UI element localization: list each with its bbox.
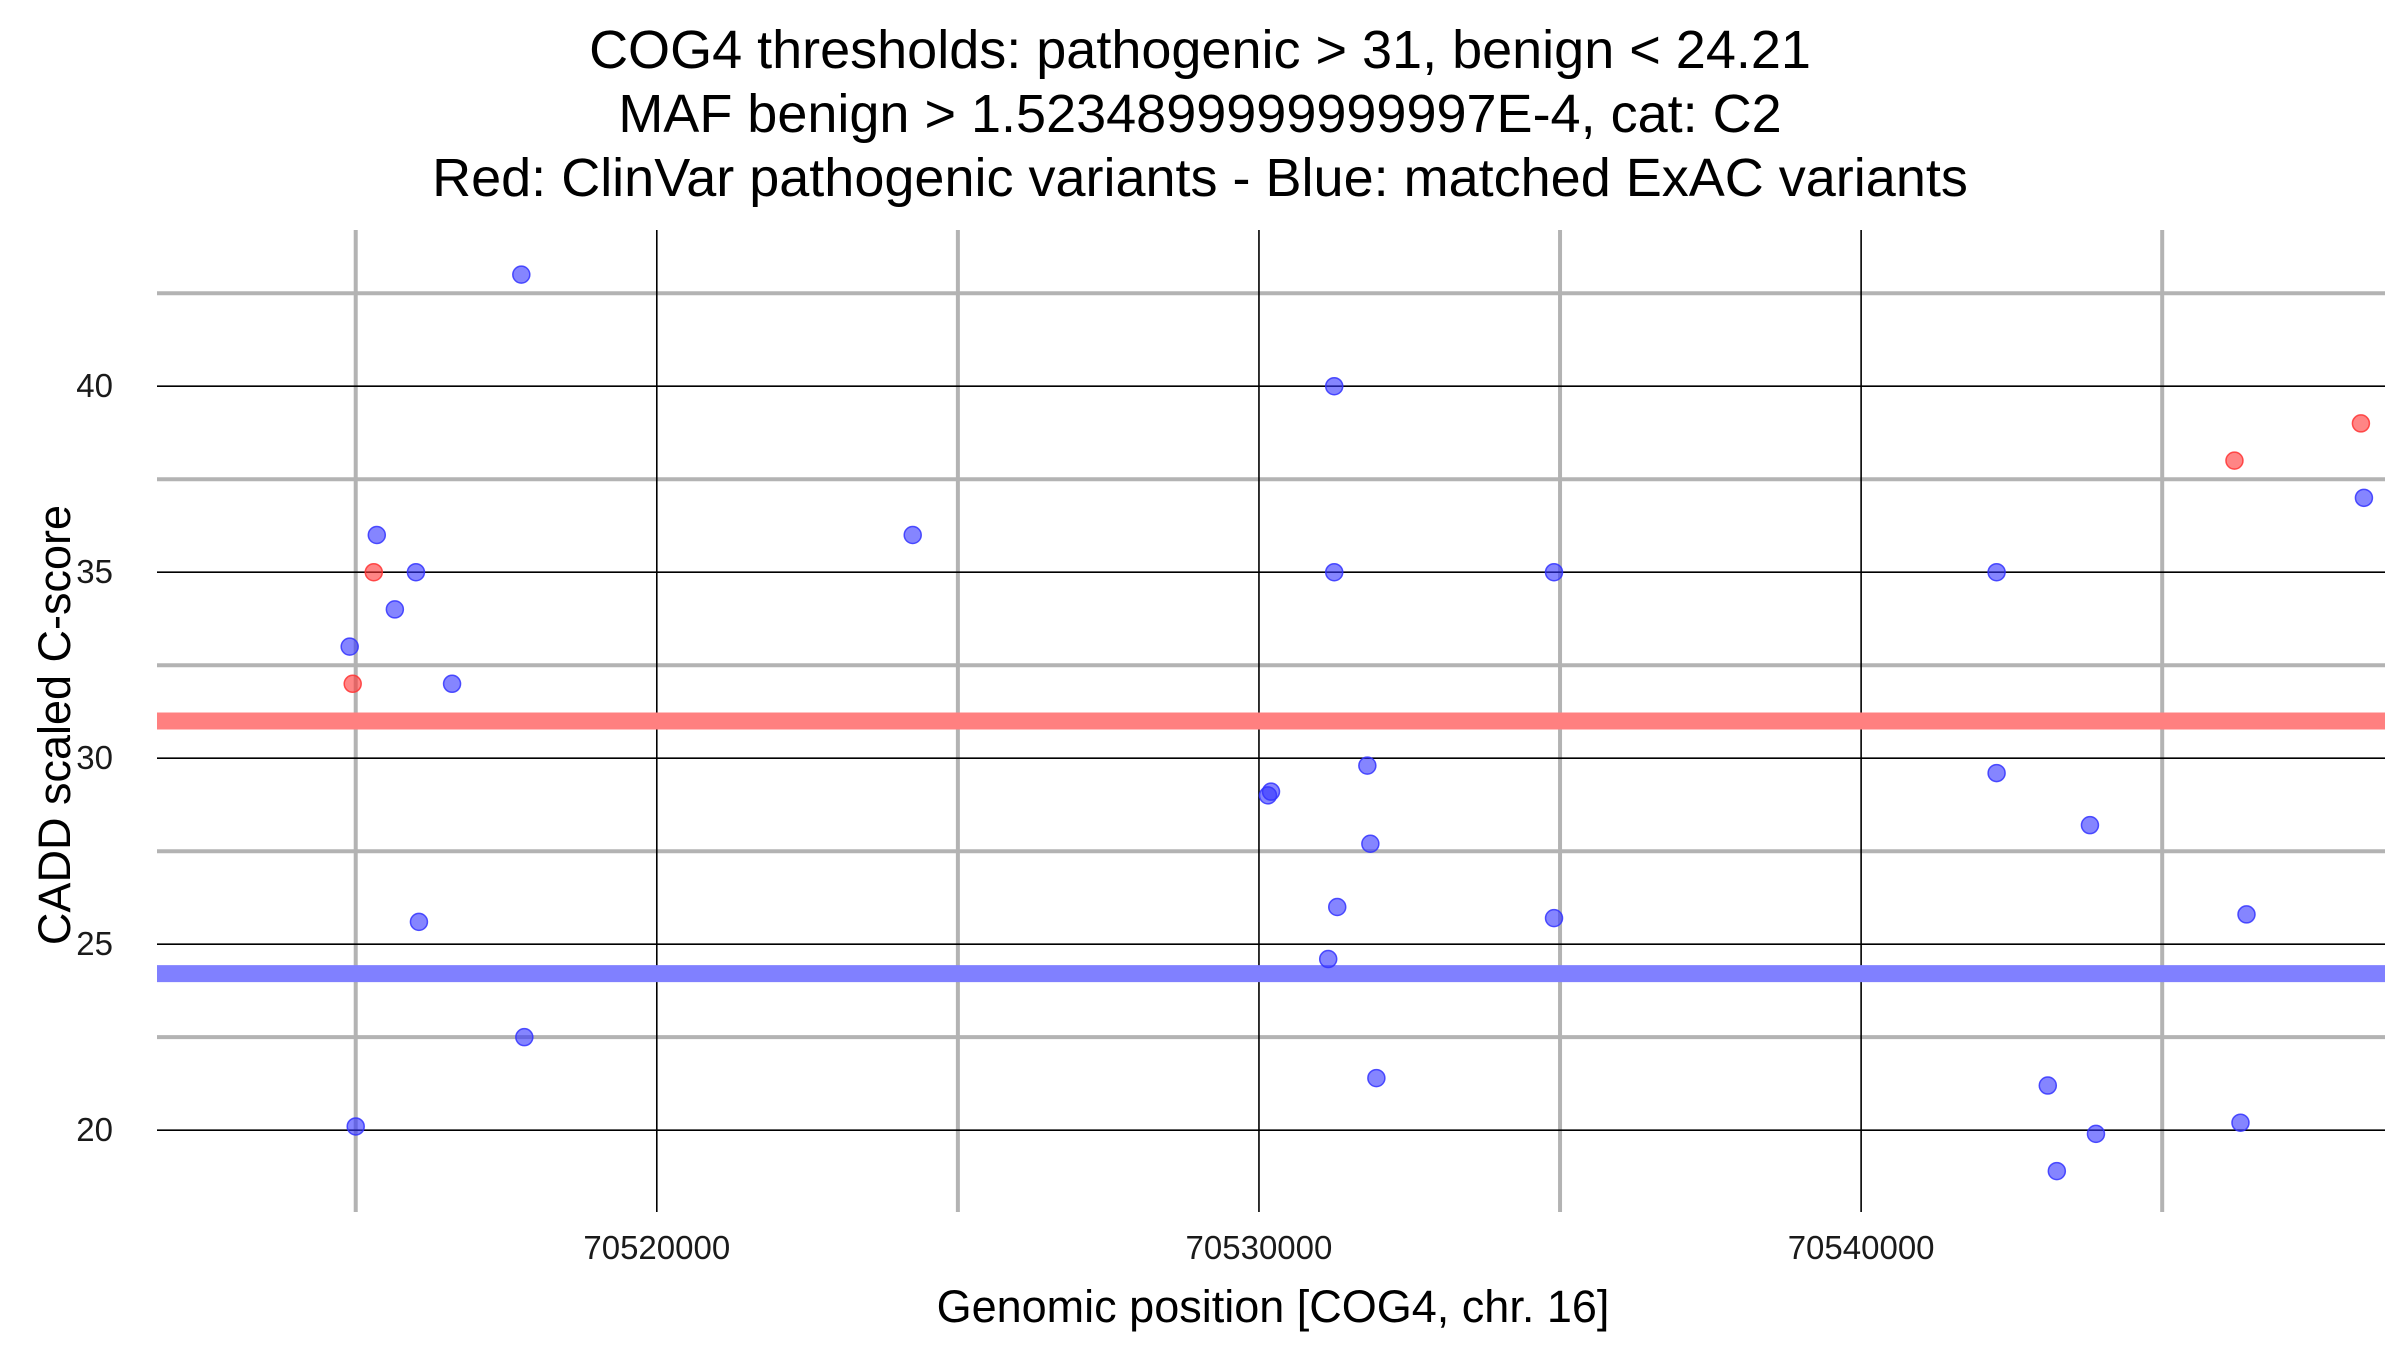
exac-point-16 — [1358, 756, 1377, 775]
x-axis-title: Genomic position [COG4, chr. 16] — [937, 1281, 1610, 1332]
clinvar-point-1 — [364, 562, 384, 582]
x-tick-label-2: 70540000 — [1788, 1229, 1935, 1266]
exac-point-1 — [346, 1117, 365, 1136]
exac-point-17 — [1361, 834, 1380, 853]
chart-title-line-1: COG4 thresholds: pathogenic > 31, benign… — [589, 20, 1811, 80]
x-axis-tick-labels: 70520000 70530000 70540000 — [583, 1229, 1934, 1266]
chart-title-line-2: MAF benign > 1.5234899999999997E-4, cat:… — [618, 84, 1782, 144]
chart-title-line-3: Red: ClinVar pathogenic variants - Blue:… — [432, 148, 1968, 208]
y-tick-label-1: 25 — [76, 925, 113, 962]
exac-point-2 — [367, 525, 387, 545]
major-gridlines — [157, 230, 2385, 1212]
exac-point-18 — [1367, 1068, 1386, 1088]
y-tick-label-4: 40 — [76, 367, 113, 404]
x-tick-label-0: 70520000 — [583, 1229, 730, 1266]
y-axis-title: CADD scaled C-score — [29, 505, 80, 945]
exac-point-24 — [2047, 1161, 2067, 1181]
y-tick-label-2: 30 — [76, 739, 113, 776]
exac-point-8 — [515, 1027, 534, 1047]
x-tick-label-1: 70530000 — [1186, 1229, 1333, 1266]
exac-point-14 — [1324, 562, 1344, 582]
exac-point-7 — [512, 265, 531, 284]
exac-point-27 — [2231, 1113, 2250, 1132]
exac-point-4 — [406, 562, 426, 582]
exac-point-25 — [2080, 815, 2100, 835]
exac-point-3 — [385, 600, 405, 619]
exac-point-15 — [1327, 897, 1347, 917]
threshold-lines — [157, 712, 2385, 983]
clinvar-point-2 — [2225, 451, 2244, 470]
exac-point-5 — [409, 912, 429, 932]
exac-point-21 — [1987, 562, 2006, 582]
exac-point-29 — [2354, 488, 2374, 508]
exac-point-9 — [903, 525, 922, 545]
exac-point-13 — [1324, 376, 1344, 396]
exac-point-20 — [1544, 908, 1564, 928]
exac-point-12 — [1318, 949, 1338, 969]
exac-point-23 — [2038, 1076, 2058, 1095]
clinvar-point-0 — [343, 674, 362, 694]
y-axis-tick-labels: 20 25 30 35 40 — [76, 367, 113, 1148]
y-tick-label-0: 20 — [76, 1111, 113, 1148]
data-points — [340, 265, 2374, 1181]
y-tick-label-3: 35 — [76, 553, 113, 590]
exac-point-0 — [340, 637, 359, 656]
exac-point-6 — [442, 674, 462, 694]
exac-point-26 — [2086, 1124, 2106, 1144]
exac-point-28 — [2237, 905, 2256, 924]
clinvar-point-3 — [2351, 414, 2371, 433]
exac-point-11 — [1261, 782, 1281, 801]
exac-point-22 — [1987, 763, 2006, 783]
exac-point-19 — [1544, 562, 1564, 582]
